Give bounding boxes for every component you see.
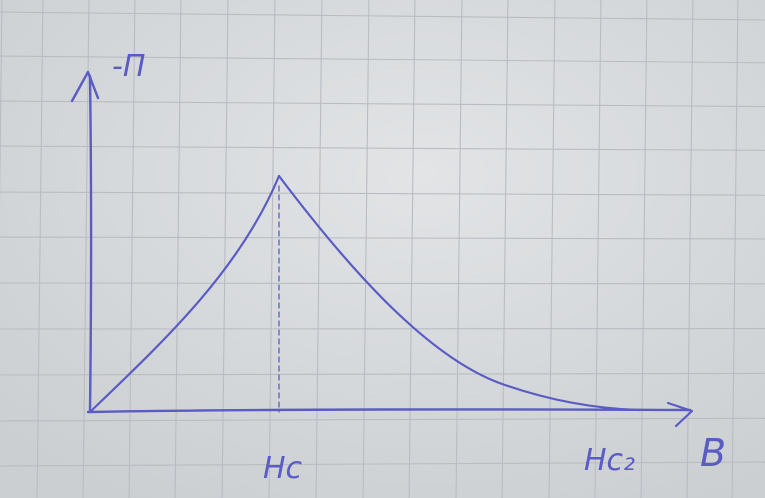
y-axis-arrowhead — [70, 70, 100, 103]
grid-line-horizontal — [0, 236, 765, 240]
grid-line-vertical — [128, 0, 136, 498]
grid-line-horizontal — [0, 461, 765, 467]
grid-line-horizontal — [0, 145, 765, 151]
grid-line-vertical — [362, 0, 370, 498]
grid-line-vertical — [174, 0, 182, 498]
grid-line-horizontal — [0, 372, 765, 376]
x-axis-arrowhead — [666, 401, 694, 428]
grid-line-vertical — [501, 0, 509, 498]
x-axis — [86, 408, 692, 414]
grid-line-vertical — [221, 0, 229, 498]
grid-line-vertical — [455, 0, 463, 498]
y-axis-label: -П — [112, 49, 145, 84]
grid-line-vertical — [36, 0, 44, 498]
y-axis — [88, 74, 93, 414]
grid-line-horizontal — [0, 191, 765, 196]
grid-line-vertical — [268, 0, 276, 498]
x-axis-label: B — [700, 431, 726, 475]
grid-line-vertical — [82, 0, 90, 498]
rising-branch — [88, 174, 281, 414]
grid-line-vertical — [315, 0, 323, 498]
grid-line-vertical — [548, 0, 556, 498]
grid-line-horizontal — [0, 100, 765, 108]
falling-branch — [277, 174, 642, 412]
hc-label: Hc — [263, 451, 303, 486]
grid-line-horizontal — [0, 417, 765, 422]
hc2-label: Hc₂ — [584, 443, 635, 478]
grid-line-horizontal — [0, 282, 765, 285]
grid-line-vertical — [0, 0, 3, 211]
grid-line-horizontal — [0, 11, 765, 21]
grid-line-horizontal — [0, 55, 765, 64]
grid-line-vertical — [408, 0, 416, 498]
